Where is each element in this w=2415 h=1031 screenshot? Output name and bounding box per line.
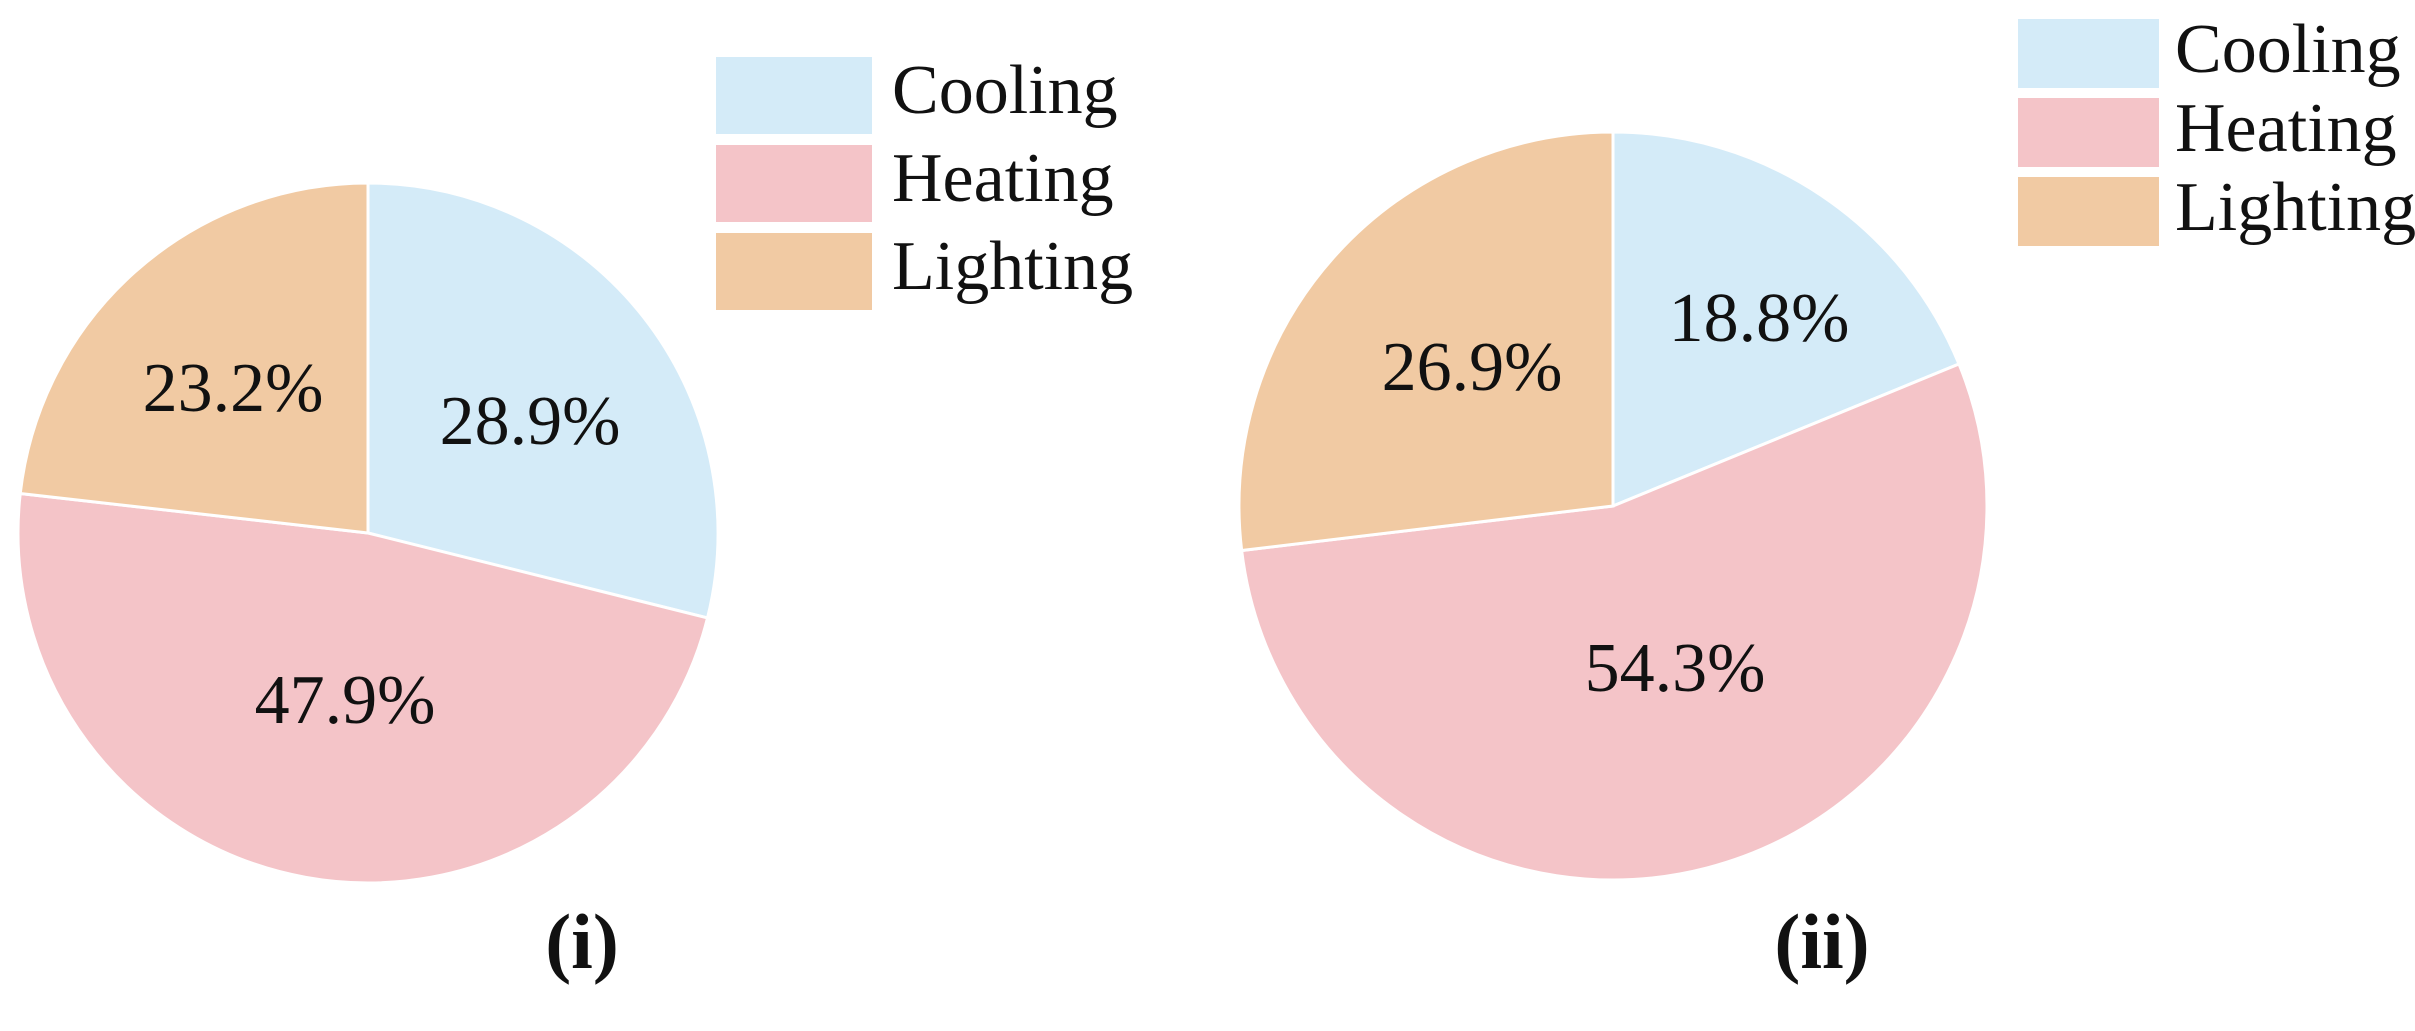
pie-i-slice-cooling — [366, 181, 720, 620]
pie-ii-legend-label-heating: Heating — [2175, 90, 2397, 167]
panel-label-i: (i) — [545, 898, 619, 985]
pie-ii-legend: Cooling Heating Lighting — [2018, 11, 2415, 246]
pie-i-label-heating: 47.9% — [255, 662, 436, 739]
pie-ii-label-lighting: 26.9% — [1382, 329, 1563, 406]
panel-label-ii: (ii) — [1774, 898, 1869, 985]
pie-i-label-cooling: 28.9% — [440, 383, 621, 460]
pie-i-legend-swatch-lighting — [716, 233, 872, 310]
pie-i-label-lighting: 23.2% — [143, 350, 324, 427]
pie-ii-legend-swatch-heating — [2018, 98, 2159, 167]
pie-i-legend-swatch-heating — [716, 145, 872, 222]
pie-ii-slices — [1237, 130, 1989, 882]
pie-i-legend-label-cooling: Cooling — [892, 52, 1118, 129]
pie-i-legend-label-heating: Heating — [892, 140, 1114, 217]
pie-i-slices — [16, 181, 720, 885]
pie-ii-legend-label-cooling: Cooling — [2175, 11, 2401, 88]
pie-i-slice-heating — [16, 491, 710, 885]
pie-ii-legend-label-lighting: Lighting — [2175, 169, 2415, 246]
pie-ii-slice-cooling — [1611, 130, 1961, 509]
pie-ii-label-heating: 54.3% — [1585, 630, 1766, 707]
pie-ii-legend-swatch-lighting — [2018, 177, 2159, 246]
pie-chart-ii: 18.8% 54.3% 26.9% Cooling Heating Lighti… — [1237, 11, 2415, 985]
pie-i-legend: Cooling Heating Lighting — [716, 52, 1133, 310]
pie-ii-label-cooling: 18.8% — [1669, 280, 1850, 357]
pie-i-legend-label-lighting: Lighting — [892, 228, 1133, 305]
pie-ii-legend-swatch-cooling — [2018, 19, 2159, 88]
pie-i-legend-swatch-cooling — [716, 57, 872, 134]
pie-i-slice-lighting — [18, 181, 370, 535]
pie-ii-slice-lighting — [1237, 130, 1615, 553]
pie-ii-slice-heating — [1239, 362, 1989, 882]
pie-chart-i: 28.9% 47.9% 23.2% Cooling Heating Lighti… — [16, 52, 1133, 985]
